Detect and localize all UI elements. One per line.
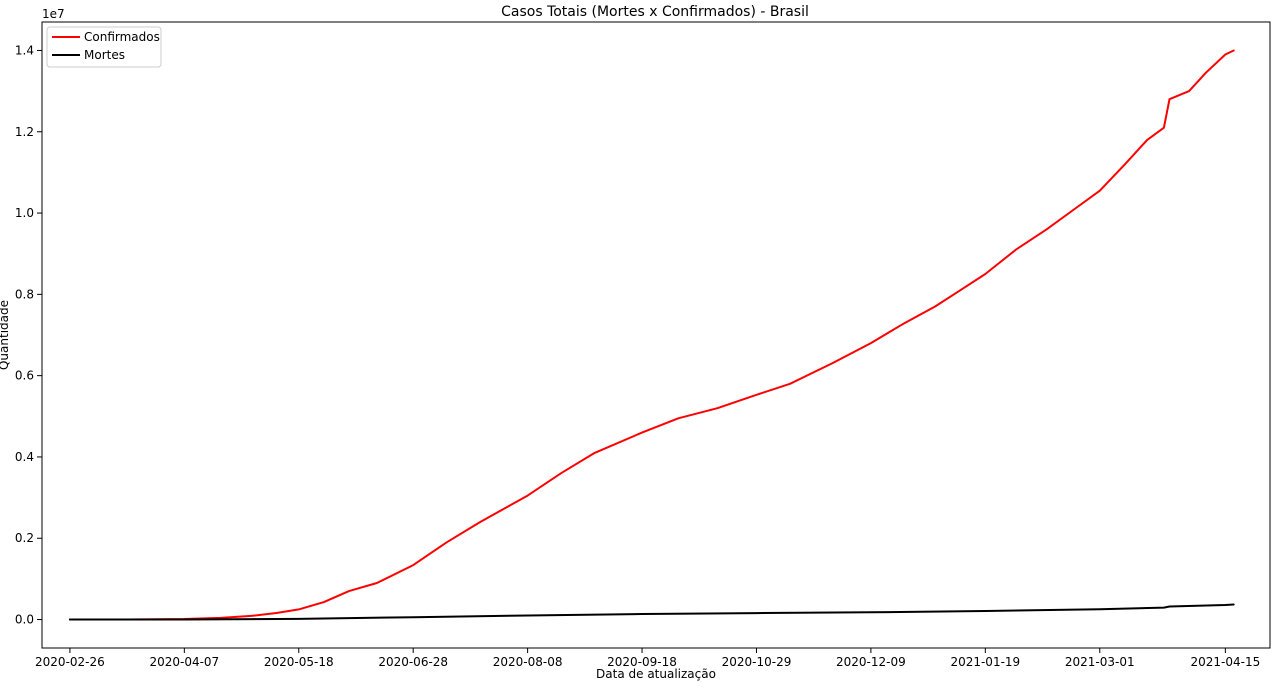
legend-label-mortes: Mortes xyxy=(84,48,125,62)
x-tick-label: 2020-06-28 xyxy=(378,655,448,669)
x-tick-label: 2020-12-09 xyxy=(836,655,906,669)
y-tick-label: 1.4 xyxy=(15,43,34,57)
x-tick-label: 2021-04-15 xyxy=(1190,655,1260,669)
x-tick-label: 2020-04-07 xyxy=(149,655,219,669)
plot-frame xyxy=(41,21,1271,649)
x-tick-label: 2020-10-29 xyxy=(722,655,792,669)
y-axis-label: Quantidade xyxy=(0,300,11,370)
y-tick-label: 0.0 xyxy=(15,613,34,627)
x-tick-label: 2020-05-18 xyxy=(264,655,334,669)
y-tick-label: 0.2 xyxy=(15,531,34,545)
y-tick-label: 1.2 xyxy=(15,125,34,139)
x-tick-label: 2020-09-18 xyxy=(607,655,677,669)
x-tick-label: 2020-08-08 xyxy=(493,655,563,669)
y-axis: 0.0 0.2 0.4 0.6 0.8 1.0 1.2 1.4 xyxy=(15,43,42,627)
series-line-confirmados xyxy=(68,49,1235,621)
y-tick-label: 0.4 xyxy=(15,450,34,464)
x-axis: 2020-02-26 2020-04-07 2020-05-18 2020-06-28… xyxy=(35,648,1260,669)
y-multiplier-label: 1e7 xyxy=(42,7,65,21)
plot-area xyxy=(41,21,1271,649)
y-tick-label: 0.8 xyxy=(15,287,34,301)
legend-label-confirmados: Confirmados xyxy=(84,30,160,44)
series-layer xyxy=(68,49,1235,621)
x-tick-label: 2020-02-26 xyxy=(35,655,105,669)
legend: Confirmados Mortes xyxy=(46,26,162,68)
x-tick-label: 2021-01-19 xyxy=(950,655,1020,669)
series-line-mortes xyxy=(68,603,1235,621)
x-axis-label: Data de atualização xyxy=(596,667,716,681)
chart-title: Casos Totais (Mortes x Confirmados) - Br… xyxy=(501,4,809,20)
y-tick-label: 1.0 xyxy=(15,206,34,220)
y-tick-label: 0.6 xyxy=(15,369,34,383)
x-tick-label: 2021-03-01 xyxy=(1065,655,1135,669)
